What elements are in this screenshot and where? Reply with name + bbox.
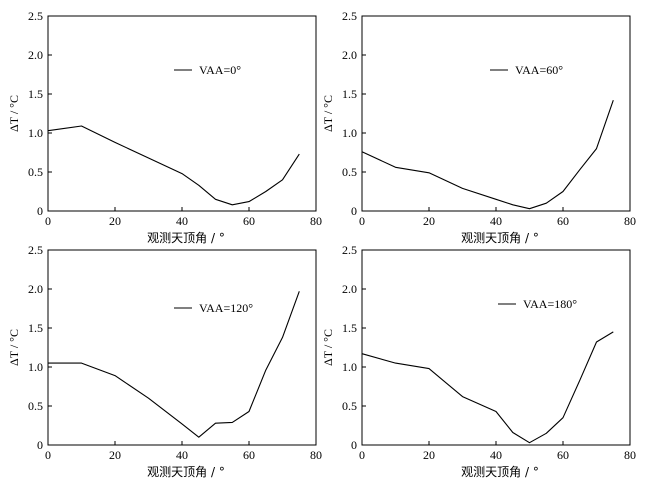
y-tick-label: 2.0 — [28, 282, 43, 296]
y-tick-label: 0.5 — [28, 399, 43, 413]
y-tick-label: 0 — [351, 204, 357, 218]
chart-panel-1: 0 20 40 60 80 0 0.5 1.0 1.5 2.0 2.5 观测天顶角 / ° ΔT / °… — [7, 9, 322, 245]
y-tick-label: 1.0 — [28, 360, 43, 374]
x-tick-label: 40 — [176, 214, 188, 228]
y-tick-label: 1.0 — [342, 360, 357, 374]
x-axis-label: 观测天顶角 / ° — [147, 465, 225, 479]
y-tick-label: 1.5 — [28, 87, 43, 101]
series-line — [361, 331, 614, 444]
y-tick-label: 2.0 — [28, 48, 43, 62]
x-tick-label: 60 — [557, 214, 569, 228]
legend-label: VAA=180° — [523, 297, 577, 311]
y-tick-label: 1.0 — [28, 126, 43, 140]
plot-frame — [361, 249, 631, 446]
y-tick-label: 1.5 — [342, 87, 357, 101]
x-tick-label: 20 — [109, 448, 121, 462]
y-tick-label: 1.5 — [342, 321, 357, 335]
x-axis-label: 观测天顶角 / ° — [461, 465, 539, 479]
y-tick-label: 2.0 — [342, 48, 357, 62]
y-tick-label: 0 — [37, 204, 43, 218]
y-axis-label: ΔT / °C — [321, 329, 335, 366]
x-tick-label: 0 — [359, 214, 365, 228]
y-tick-label: 0.5 — [342, 399, 357, 413]
x-tick-label: 40 — [490, 448, 502, 462]
plot-frame — [361, 15, 631, 212]
x-tick-label: 0 — [359, 448, 365, 462]
plot-frame — [47, 15, 317, 212]
x-tick-label: 80 — [310, 448, 322, 462]
series-line — [47, 125, 300, 206]
series-line — [361, 100, 614, 210]
legend-label: VAA=0° — [199, 63, 241, 77]
x-tick-label: 80 — [310, 214, 322, 228]
x-tick-label: 20 — [423, 448, 435, 462]
y-tick-label: 2.5 — [28, 243, 43, 257]
x-tick-label: 60 — [243, 448, 255, 462]
y-tick-label: 0.5 — [342, 165, 357, 179]
x-tick-label: 0 — [45, 448, 51, 462]
y-tick-label: 2.5 — [28, 9, 43, 23]
y-tick-label: 0.5 — [28, 165, 43, 179]
y-tick-label: 0 — [351, 438, 357, 452]
y-axis-label: ΔT / °C — [7, 329, 21, 366]
legend-label: VAA=60° — [515, 63, 563, 77]
chart-panel-4: 0 20 40 60 80 0 0.5 1.0 1.5 2.0 2.5 观测天顶角 / ° ΔT / °… — [321, 243, 636, 479]
x-tick-label: 20 — [423, 214, 435, 228]
y-tick-label: 0 — [37, 438, 43, 452]
x-axis-label: 观测天顶角 / ° — [461, 231, 539, 245]
y-tick-label: 1.0 — [342, 126, 357, 140]
x-tick-label: 20 — [109, 214, 121, 228]
x-tick-label: 40 — [490, 214, 502, 228]
x-tick-label: 60 — [243, 214, 255, 228]
x-tick-label: 80 — [624, 448, 636, 462]
x-tick-label: 80 — [624, 214, 636, 228]
legend-label: VAA=120° — [199, 301, 253, 315]
x-tick-label: 60 — [557, 448, 569, 462]
x-tick-label: 0 — [45, 214, 51, 228]
y-tick-label: 2.5 — [342, 243, 357, 257]
chart-panel-2: 0 20 40 60 80 0 0.5 1.0 1.5 2.0 2.5 观测天顶角 / ° ΔT / °… — [321, 9, 636, 245]
plot-frame — [47, 249, 317, 446]
series-line — [48, 291, 300, 438]
y-tick-label: 2.0 — [342, 282, 357, 296]
x-tick-label: 40 — [176, 448, 188, 462]
y-axis-label: ΔT / °C — [7, 95, 21, 132]
y-tick-label: 1.5 — [28, 321, 43, 335]
chart-panel-3: 0 20 40 60 80 0 0.5 1.0 1.5 2.0 2.5 观测天顶角 / ° ΔT / °… — [7, 243, 322, 479]
y-axis-label: ΔT / °C — [321, 95, 335, 132]
x-axis-label: 观测天顶角 / ° — [147, 231, 225, 245]
y-tick-label: 2.5 — [342, 9, 357, 23]
